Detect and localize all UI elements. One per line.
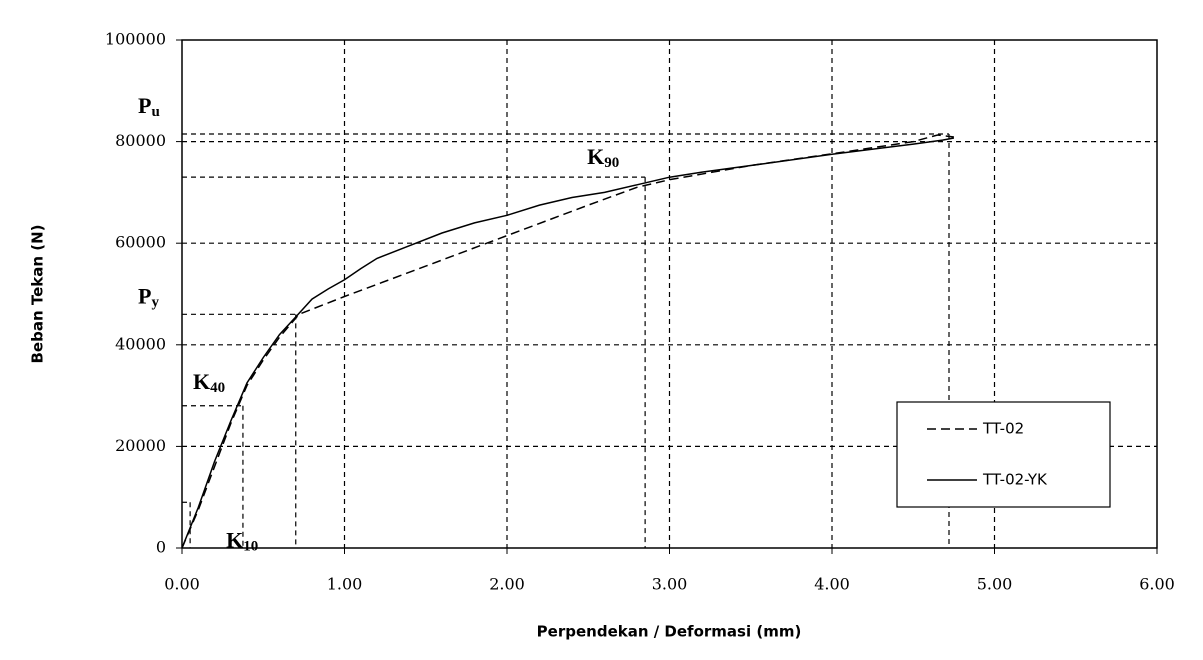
annotation-sub: 90 bbox=[604, 156, 619, 172]
legend-box bbox=[896, 401, 1111, 508]
annotation: K40 bbox=[193, 369, 225, 396]
x-tick-label: 0.00 bbox=[164, 575, 200, 594]
y-tick-label: 80000 bbox=[115, 131, 166, 150]
annotation-sub: u bbox=[151, 104, 159, 120]
x-tick-label: 3.00 bbox=[652, 575, 688, 594]
annotation-sub: 40 bbox=[210, 380, 225, 396]
legend-label: TT-02 bbox=[982, 420, 1024, 438]
annotation-main: K bbox=[226, 527, 243, 552]
annotation-main: P bbox=[138, 283, 151, 308]
x-tick-label: 6.00 bbox=[1139, 575, 1175, 594]
series-line bbox=[181, 134, 954, 549]
plot-frame bbox=[181, 39, 1158, 549]
x-tick-label: 4.00 bbox=[814, 575, 850, 594]
annotation: Pu bbox=[138, 93, 160, 120]
annotation: Py bbox=[138, 283, 159, 310]
x-tick-label: 1.00 bbox=[327, 575, 363, 594]
legend-label: TT-02-YK bbox=[982, 471, 1048, 489]
y-tick-label: 20000 bbox=[115, 436, 166, 455]
series-line bbox=[181, 137, 955, 549]
annotation: K90 bbox=[587, 144, 619, 171]
annotation: K10 bbox=[226, 527, 258, 554]
annotation-main: K bbox=[193, 369, 210, 394]
annotation-main: P bbox=[138, 93, 151, 118]
annotation-main: K bbox=[587, 144, 604, 169]
annotation-sub: 10 bbox=[243, 539, 258, 555]
y-tick-label: 0 bbox=[156, 538, 166, 557]
y-tick-label: 60000 bbox=[115, 233, 166, 252]
y-axis-title: Beban Tekan (N) bbox=[29, 224, 47, 363]
x-axis-title: Perpendekan / Deformasi (mm) bbox=[537, 623, 802, 641]
annotation-sub: y bbox=[151, 295, 159, 311]
y-tick-label: 40000 bbox=[115, 334, 166, 353]
x-tick-label: 2.00 bbox=[489, 575, 525, 594]
y-tick-label: 100000 bbox=[105, 30, 166, 49]
x-tick-label: 5.00 bbox=[977, 575, 1013, 594]
